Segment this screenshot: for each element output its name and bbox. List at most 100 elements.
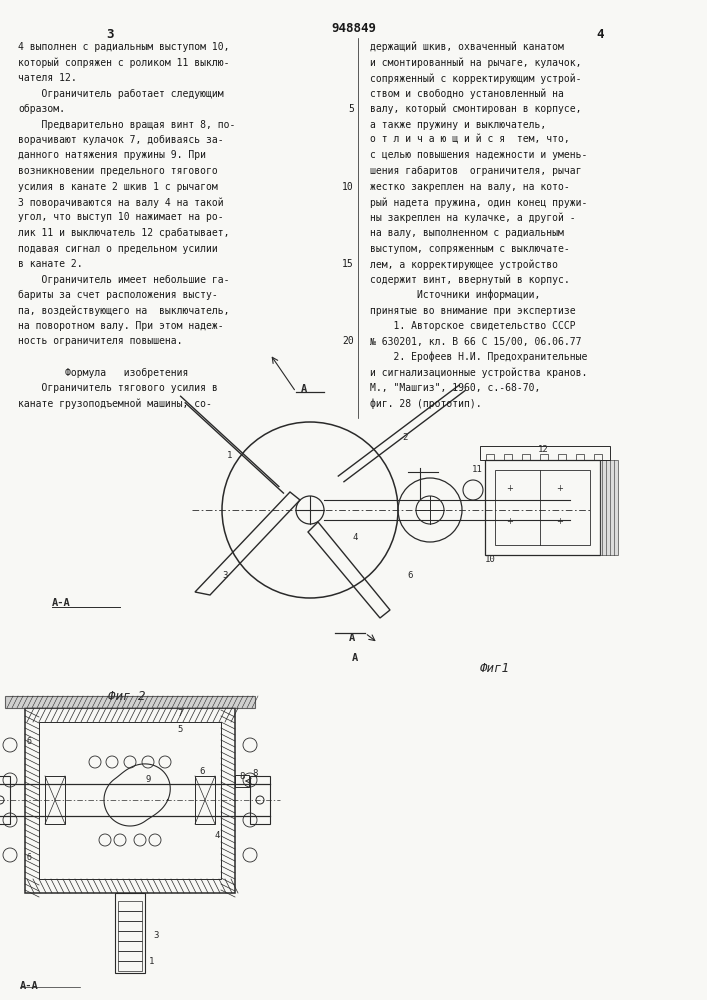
Text: па, воздействующего на  выключатель,: па, воздействующего на выключатель, bbox=[18, 306, 230, 316]
Text: Предварительно вращая винт 8, по-: Предварительно вращая винт 8, по- bbox=[18, 119, 235, 129]
Text: +: + bbox=[556, 484, 563, 493]
Text: подавая сигнал о предельном усилии: подавая сигнал о предельном усилии bbox=[18, 243, 218, 253]
Text: +: + bbox=[506, 484, 513, 493]
Text: 3 поворачиваются на валу 4 на такой: 3 поворачиваются на валу 4 на такой bbox=[18, 197, 223, 208]
Text: ны закреплен на кулачке, а другой -: ны закреплен на кулачке, а другой - bbox=[370, 213, 575, 223]
Bar bbox=[118, 921, 142, 931]
Text: 8: 8 bbox=[252, 770, 257, 778]
Bar bbox=[594, 454, 602, 460]
Bar bbox=[118, 911, 142, 921]
Bar bbox=[485, 460, 600, 555]
Text: и смонтированный на рычаге, кулачок,: и смонтированный на рычаге, кулачок, bbox=[370, 57, 581, 68]
Text: А: А bbox=[349, 633, 355, 643]
Text: Фиг1: Фиг1 bbox=[480, 662, 510, 675]
Text: А-А: А-А bbox=[52, 598, 71, 608]
Bar bbox=[118, 961, 142, 971]
Text: 9: 9 bbox=[146, 776, 151, 784]
Text: 3: 3 bbox=[153, 930, 158, 940]
Bar bbox=[576, 454, 584, 460]
Text: Ограничитель тягового усилия в: Ограничитель тягового усилия в bbox=[18, 383, 218, 393]
Bar bbox=[0, 776, 10, 824]
Bar bbox=[118, 941, 142, 951]
Text: 4: 4 bbox=[214, 830, 220, 840]
Text: 4: 4 bbox=[352, 534, 358, 542]
Text: лем, а корректирующее устройство: лем, а корректирующее устройство bbox=[370, 259, 558, 269]
Text: Источники информации,: Источники информации, bbox=[370, 290, 540, 300]
Bar bbox=[504, 454, 512, 460]
Bar bbox=[195, 776, 215, 824]
Text: чателя 12.: чателя 12. bbox=[18, 73, 77, 83]
Text: 10: 10 bbox=[342, 182, 354, 192]
Text: содержит винт, ввернутый в корпус.: содержит винт, ввернутый в корпус. bbox=[370, 274, 570, 285]
Bar bbox=[480, 446, 610, 460]
Text: 1. Авторское свидетельство СССР: 1. Авторское свидетельство СССР bbox=[370, 321, 575, 331]
Text: А-А: А-А bbox=[20, 981, 39, 991]
Text: принятые во внимание при экспертизе: принятые во внимание при экспертизе bbox=[370, 306, 575, 316]
Text: усилия в канате 2 шкив 1 с рычагом: усилия в канате 2 шкив 1 с рычагом bbox=[18, 182, 218, 192]
Text: ворачивают кулачок 7, добиваясь за-: ворачивают кулачок 7, добиваясь за- bbox=[18, 135, 223, 145]
Text: 7: 7 bbox=[177, 710, 182, 718]
Text: образом.: образом. bbox=[18, 104, 65, 114]
Text: 5: 5 bbox=[177, 726, 182, 734]
Bar bbox=[235, 775, 249, 787]
Text: держащий шкив, охваченный канатом: держащий шкив, охваченный канатом bbox=[370, 42, 564, 52]
Text: который сопряжен с роликом 11 выклю-: который сопряжен с роликом 11 выклю- bbox=[18, 57, 230, 68]
Text: 4 выполнен с радиальным выступом 10,: 4 выполнен с радиальным выступом 10, bbox=[18, 42, 230, 52]
Text: о т л и ч а ю щ и й с я  тем, что,: о т л и ч а ю щ и й с я тем, что, bbox=[370, 135, 570, 145]
Text: а также пружину и выключатель,: а также пружину и выключатель, bbox=[370, 119, 547, 129]
Text: 6: 6 bbox=[407, 570, 413, 580]
Text: канате грузоподъемной машины, со-: канате грузоподъемной машины, со- bbox=[18, 398, 212, 409]
Text: б: б bbox=[26, 854, 32, 862]
Text: 5: 5 bbox=[348, 104, 354, 114]
Text: Ограничитель имеет небольшие га-: Ограничитель имеет небольшие га- bbox=[18, 274, 230, 285]
Bar bbox=[250, 776, 270, 824]
Text: 12: 12 bbox=[537, 446, 549, 454]
Text: и сигнализационные устройства кранов.: и сигнализационные устройства кранов. bbox=[370, 367, 588, 378]
Bar bbox=[118, 901, 142, 911]
Text: 948849: 948849 bbox=[332, 22, 377, 35]
Text: б: б bbox=[26, 738, 32, 746]
Bar bbox=[45, 776, 65, 824]
Text: рый надета пружина, один конец пружи-: рый надета пружина, один конец пружи- bbox=[370, 197, 588, 208]
Text: ством и свободно установленный на: ством и свободно установленный на bbox=[370, 89, 564, 99]
Bar bbox=[118, 931, 142, 941]
Text: № 630201, кл. В 66 С 15/00, 06.06.77: № 630201, кл. В 66 С 15/00, 06.06.77 bbox=[370, 336, 581, 347]
Text: угол, что выступ 10 нажимает на ро-: угол, что выступ 10 нажимает на ро- bbox=[18, 213, 223, 223]
Text: 2. Ерофеев Н.И. Предохранительные: 2. Ерофеев Н.И. Предохранительные bbox=[370, 352, 588, 362]
Bar bbox=[115, 893, 145, 973]
Text: А: А bbox=[352, 653, 358, 663]
Bar bbox=[25, 708, 235, 893]
Text: жестко закреплен на валу, на кото-: жестко закреплен на валу, на кото- bbox=[370, 182, 570, 192]
Text: 6: 6 bbox=[199, 768, 205, 776]
Text: 3: 3 bbox=[106, 28, 114, 41]
Text: +: + bbox=[556, 517, 563, 526]
Bar bbox=[558, 454, 566, 460]
Text: +: + bbox=[506, 517, 513, 526]
Text: 20: 20 bbox=[342, 336, 354, 347]
Text: 2: 2 bbox=[402, 432, 408, 442]
Bar bbox=[118, 951, 142, 961]
Text: Ограничитель работает следующим: Ограничитель работает следующим bbox=[18, 89, 223, 99]
Text: Фиг 2: Фиг 2 bbox=[108, 690, 146, 703]
Text: с целью повышения надежности и умень-: с целью повышения надежности и умень- bbox=[370, 150, 588, 160]
Text: 3: 3 bbox=[222, 570, 228, 580]
Text: 15: 15 bbox=[342, 259, 354, 269]
Text: шения габаритов  ограничителя, рычаг: шения габаритов ограничителя, рычаг bbox=[370, 166, 581, 176]
Bar bbox=[600, 460, 618, 555]
Text: в канате 2.: в канате 2. bbox=[18, 259, 83, 269]
Text: на валу, выполненном с радиальным: на валу, выполненном с радиальным bbox=[370, 228, 564, 238]
Text: сопряженный с корректирующим устрой-: сопряженный с корректирующим устрой- bbox=[370, 73, 581, 84]
Text: М., "Машгиз", 1960, с.-68-70,: М., "Машгиз", 1960, с.-68-70, bbox=[370, 383, 540, 393]
Text: 11: 11 bbox=[472, 466, 482, 475]
Text: А: А bbox=[301, 384, 307, 394]
Text: бариты за счет расположения высту-: бариты за счет расположения высту- bbox=[18, 290, 218, 300]
Bar bbox=[39, 722, 221, 879]
Text: Формула   изобретения: Формула изобретения bbox=[18, 367, 188, 378]
Bar bbox=[5, 696, 255, 708]
Text: лик 11 и выключатель 12 срабатывает,: лик 11 и выключатель 12 срабатывает, bbox=[18, 228, 230, 238]
Bar bbox=[540, 454, 548, 460]
Text: 1: 1 bbox=[228, 450, 233, 460]
Text: 1: 1 bbox=[149, 956, 155, 966]
Text: 4: 4 bbox=[596, 28, 604, 41]
Text: на поворотном валу. При этом надеж-: на поворотном валу. При этом надеж- bbox=[18, 321, 223, 331]
